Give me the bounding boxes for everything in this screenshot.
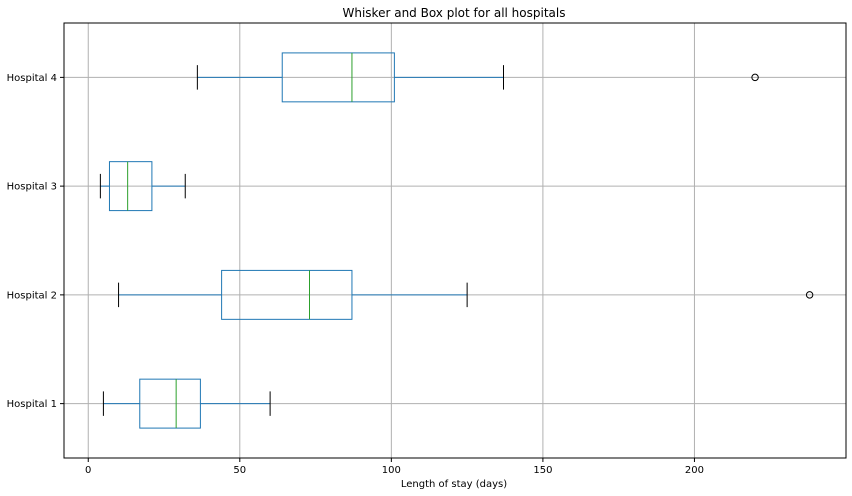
plot-frame <box>63 22 847 459</box>
y-tick-label: Hospital 2 <box>7 290 57 301</box>
flier-point <box>805 291 814 299</box>
y-axis: Hospital 1 Hospital 2 Hospital 3 Hospital 4 <box>7 73 64 410</box>
x-axis: 0 50 100 150 200 <box>85 458 704 476</box>
box-iqr <box>139 378 201 429</box>
x-tick-label: 200 <box>685 465 704 476</box>
box-iqr <box>221 269 353 320</box>
box-iqr <box>281 52 395 103</box>
boxes <box>99 52 814 429</box>
y-tick-label: Hospital 1 <box>7 399 57 410</box>
box-2 <box>118 269 814 320</box>
x-tick-label: 50 <box>233 465 246 476</box>
box-4 <box>196 52 759 103</box>
y-tick-label: Hospital 4 <box>7 73 57 84</box>
chart-title: Whisker and Box plot for all hospitals <box>343 6 566 20</box>
x-tick-label: 100 <box>382 465 401 476</box>
box-iqr <box>108 161 153 212</box>
box-3 <box>99 161 186 212</box>
x-tick-label: 150 <box>533 465 552 476</box>
y-tick-label: Hospital 3 <box>7 182 57 193</box>
box-1 <box>102 378 271 429</box>
flier-point <box>751 73 759 82</box>
x-tick-label: 0 <box>85 465 91 476</box>
x-axis-label: Length of stay (days) <box>401 479 507 490</box>
